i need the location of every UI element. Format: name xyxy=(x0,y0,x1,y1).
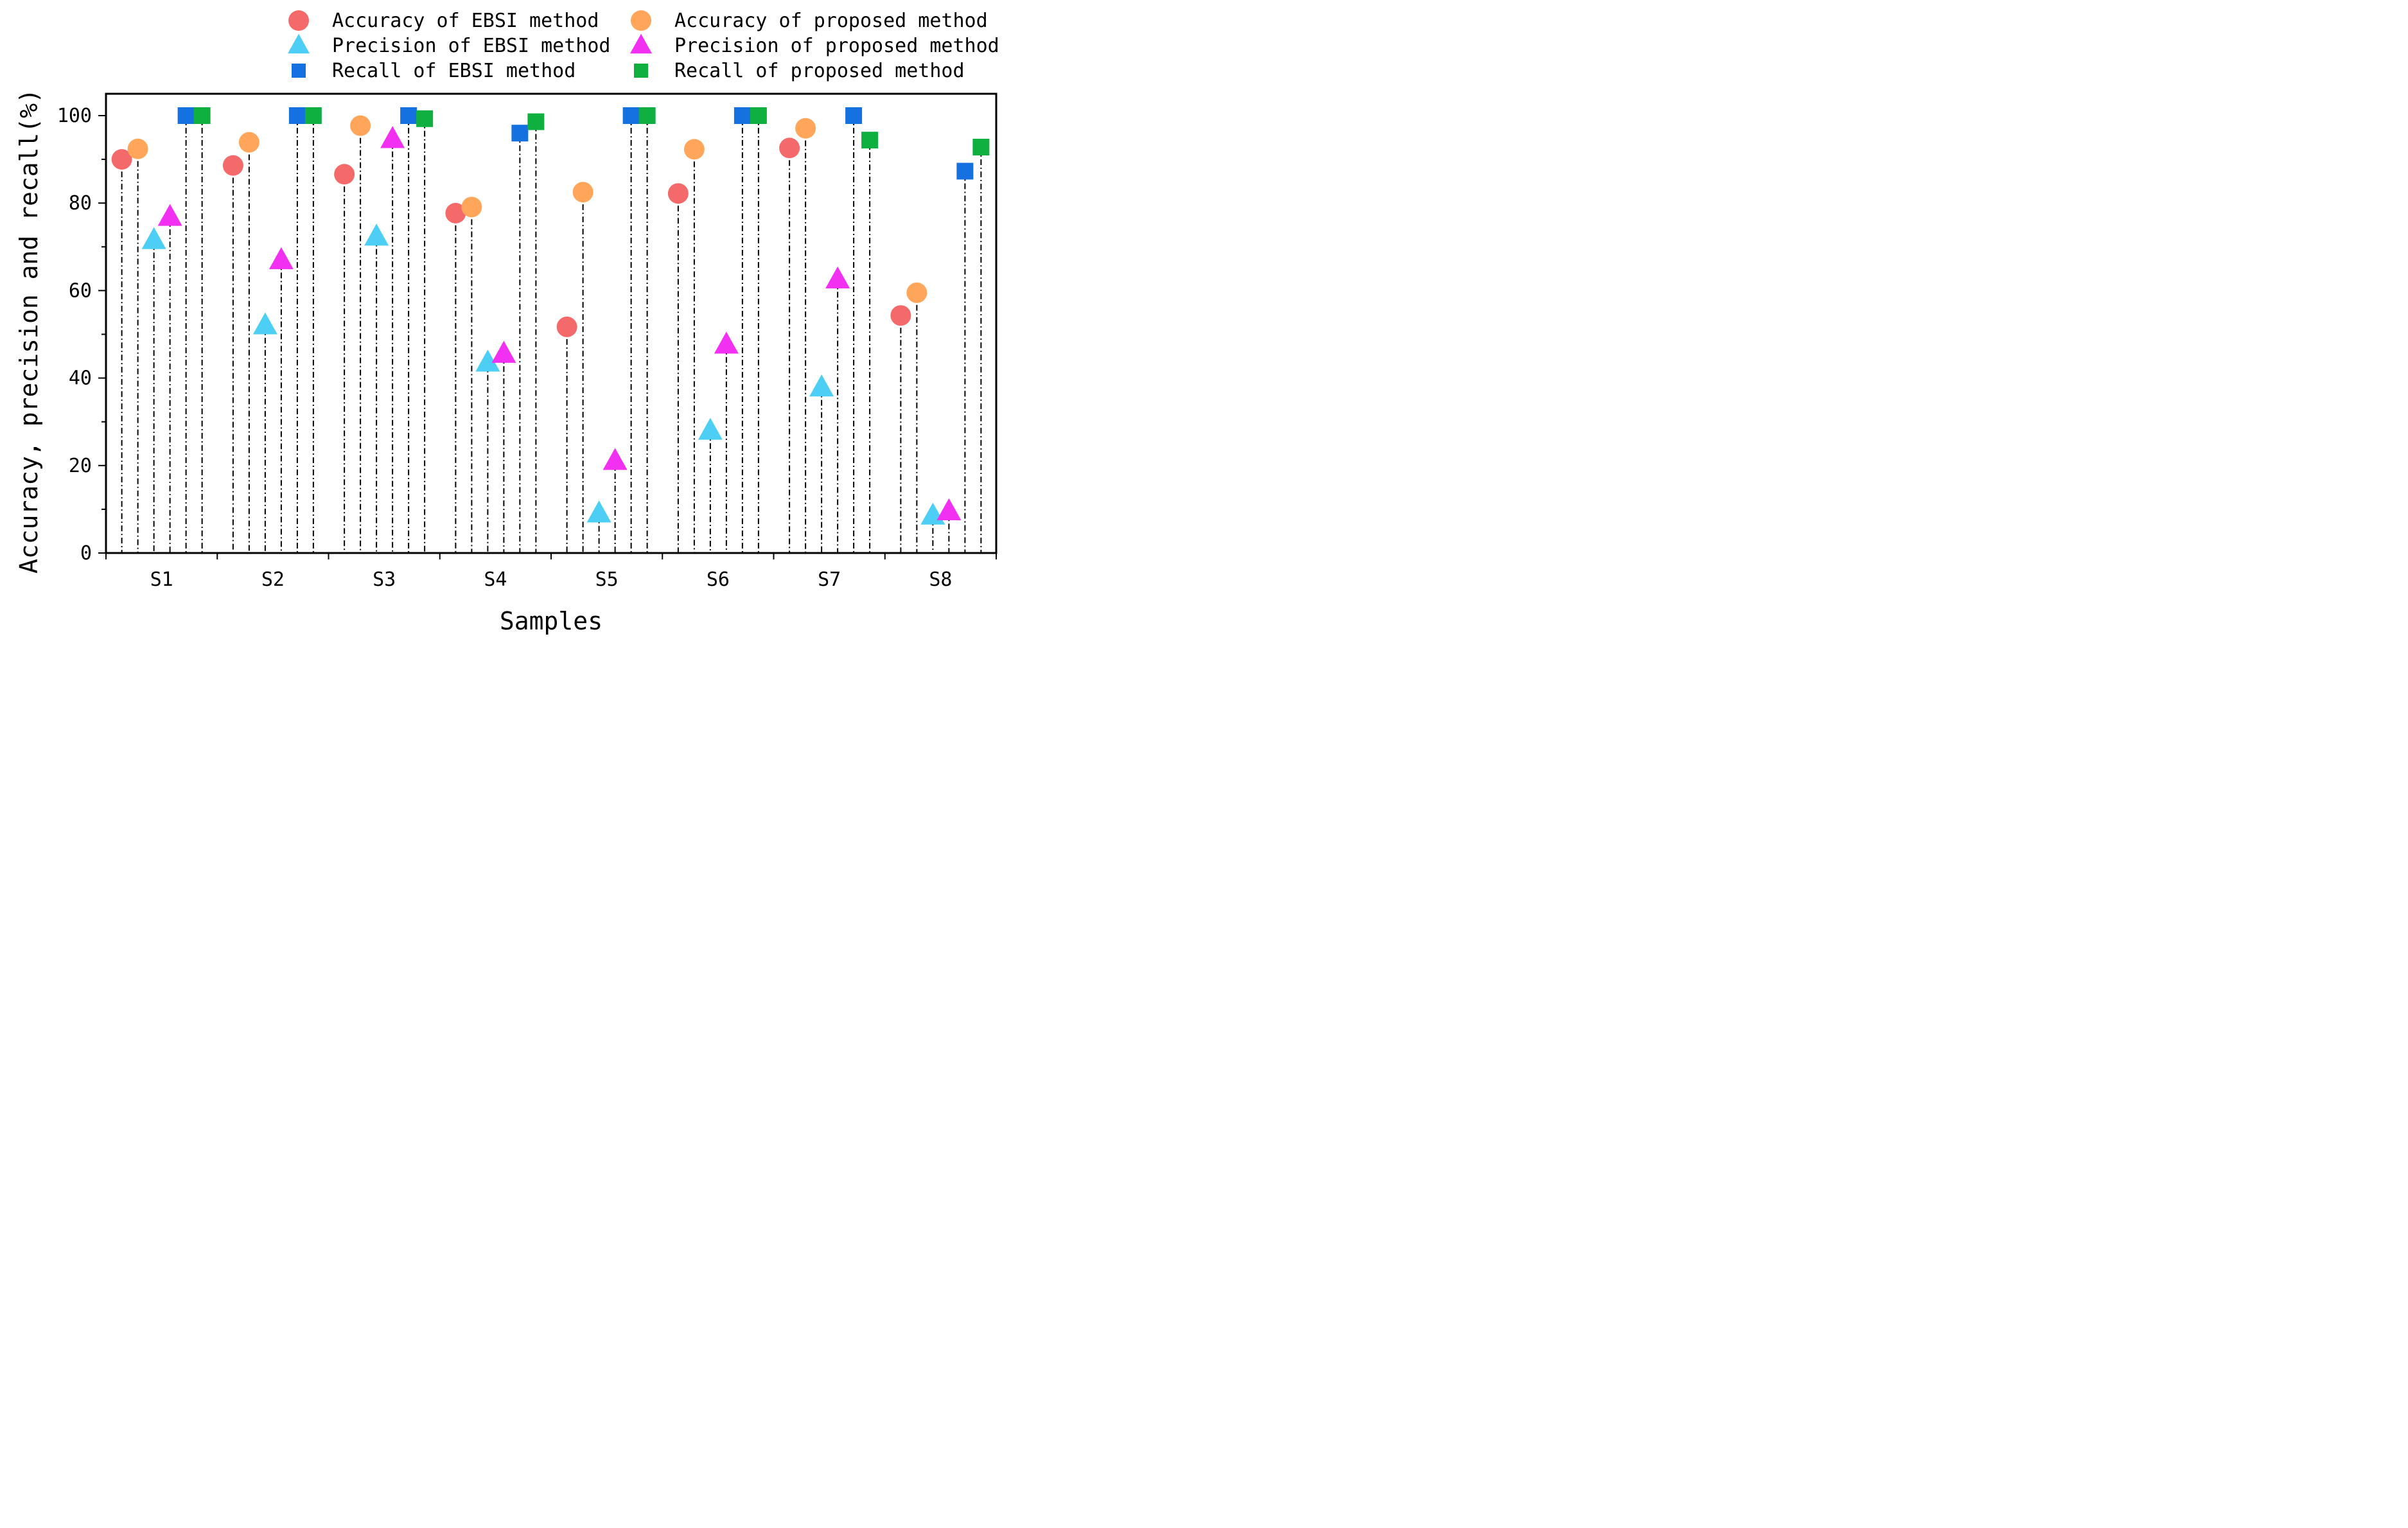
x-axis-title: Samples xyxy=(500,607,602,635)
legend-label: Accuracy of proposed method xyxy=(674,10,988,32)
data-point xyxy=(157,204,182,226)
data-point xyxy=(141,227,166,249)
y-tick-label: 0 xyxy=(80,542,92,565)
data-point xyxy=(779,137,800,159)
data-point xyxy=(511,125,529,142)
data-point xyxy=(714,331,739,354)
data-point xyxy=(288,107,306,124)
data-point xyxy=(127,138,148,159)
data-point xyxy=(445,202,466,224)
data-point xyxy=(193,107,211,124)
data-point xyxy=(416,110,434,127)
legend-marker xyxy=(288,33,310,54)
data-point xyxy=(906,282,927,303)
x-tick-label: S5 xyxy=(595,568,619,591)
data-point xyxy=(572,182,593,203)
data-point xyxy=(334,164,355,185)
data-point xyxy=(956,162,974,180)
y-tick-label: 60 xyxy=(69,279,92,302)
data-point xyxy=(527,113,545,130)
x-tick-label: S3 xyxy=(373,568,396,591)
data-point xyxy=(380,126,405,148)
y-tick-label: 80 xyxy=(69,192,92,215)
chart-svg: 0 20 40 60 80 100 S1 S2 S3 S4 S5 S6 S7 S8 Samples Acc… xyxy=(15,10,999,635)
legend-marker xyxy=(292,64,306,78)
data-point xyxy=(461,197,482,218)
y-tick-label: 100 xyxy=(57,105,92,127)
drop-lines xyxy=(121,116,982,553)
data-point xyxy=(304,107,322,124)
data-point xyxy=(238,132,259,153)
data-point xyxy=(638,107,656,124)
data-point xyxy=(222,155,243,176)
x-tick-label: S2 xyxy=(261,568,285,591)
data-point xyxy=(890,305,911,326)
data-point xyxy=(809,374,834,397)
y-tick-label: 40 xyxy=(69,367,92,390)
x-tick-label: S1 xyxy=(150,568,173,591)
data-point xyxy=(491,340,516,363)
data-point xyxy=(825,266,850,289)
legend-marker xyxy=(288,10,309,31)
data-point xyxy=(602,448,628,470)
x-tick-label: S7 xyxy=(818,568,841,591)
data-point xyxy=(177,107,195,124)
data-point xyxy=(795,118,816,139)
legend-marker xyxy=(631,10,651,31)
data-markers xyxy=(111,107,990,525)
data-point xyxy=(667,183,689,204)
legend-label: Precision of proposed method xyxy=(674,35,999,57)
legend-label: Recall of proposed method xyxy=(674,60,965,82)
data-point xyxy=(861,132,879,149)
data-point xyxy=(364,224,389,246)
axis-ticks: 0 20 40 60 80 100 S1 S2 S3 S4 S5 S6 S7 S8 xyxy=(57,105,997,591)
data-point xyxy=(936,498,962,520)
data-point xyxy=(268,247,294,270)
plot-frame xyxy=(105,92,997,554)
data-point xyxy=(845,107,863,124)
data-point xyxy=(972,139,990,156)
legend: Accuracy of EBSI method Precision of EBSI… xyxy=(288,10,999,82)
x-tick-label: S8 xyxy=(929,568,952,591)
chart: 0 20 40 60 80 100 S1 S2 S3 S4 S5 S6 S7 S8 Samples Acc… xyxy=(0,0,1007,639)
legend-marker xyxy=(634,64,648,78)
y-axis-title: Accuracy, precision and recall(%) xyxy=(15,89,43,574)
y-tick-label: 20 xyxy=(69,455,92,477)
legend-label: Recall of EBSI method xyxy=(332,60,576,82)
legend-label: Accuracy of EBSI method xyxy=(332,10,599,32)
x-tick-label: S4 xyxy=(484,568,507,591)
data-point xyxy=(750,107,767,124)
x-tick-label: S6 xyxy=(707,568,730,591)
data-point xyxy=(683,139,705,160)
data-point xyxy=(622,107,640,124)
data-point xyxy=(698,417,723,440)
data-point xyxy=(586,500,611,523)
legend-label: Precision of EBSI method xyxy=(332,35,610,57)
legend-marker xyxy=(630,33,652,54)
data-point xyxy=(350,115,371,136)
data-point xyxy=(252,312,277,335)
data-point xyxy=(475,349,500,372)
data-point xyxy=(556,316,577,337)
data-point xyxy=(734,107,751,124)
data-point xyxy=(400,107,417,124)
data-point xyxy=(111,149,132,170)
